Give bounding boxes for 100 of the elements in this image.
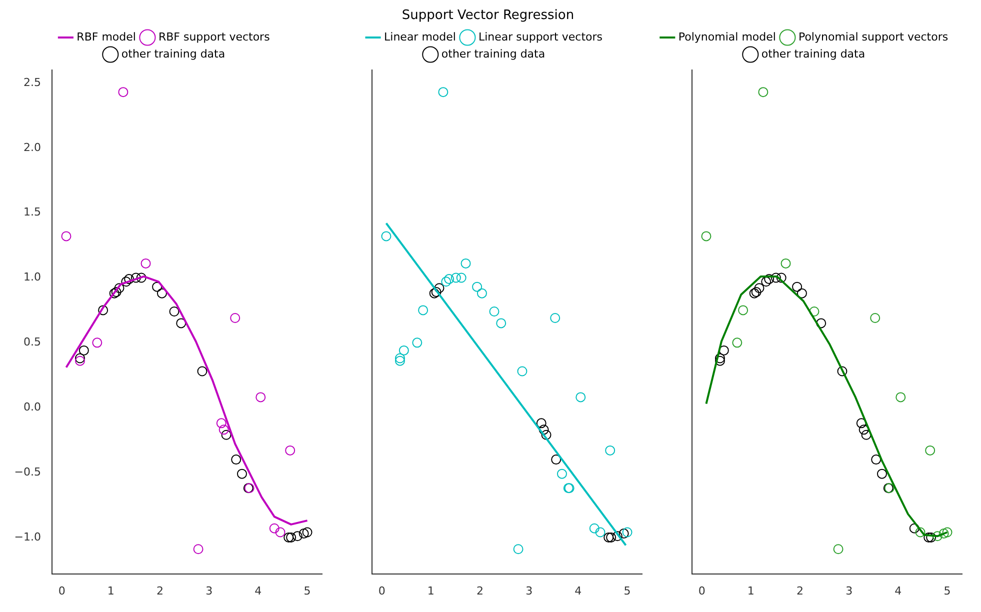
x-tick-label: 1 (427, 584, 434, 598)
point (876, 468, 887, 479)
x-tick-label: 5 (624, 584, 631, 598)
point (236, 468, 247, 479)
legend-label: other training data (441, 47, 546, 60)
point (74, 353, 85, 364)
x-tick-label: 5 (304, 584, 311, 598)
point (74, 356, 85, 366)
point (541, 430, 552, 440)
y-tick-label: 0.5 (24, 336, 41, 349)
point (576, 392, 586, 402)
point (606, 532, 616, 542)
point (589, 523, 600, 534)
point (496, 318, 506, 328)
point (61, 231, 72, 242)
point (114, 283, 124, 294)
point (536, 418, 546, 428)
point (218, 424, 229, 435)
point (924, 532, 934, 542)
point (216, 418, 226, 428)
legend-label: Polynomial support vectors (798, 30, 948, 44)
point (738, 305, 748, 316)
y-tick-label: −0.5 (14, 465, 41, 478)
x-tick-label: 1 (747, 584, 754, 598)
point (538, 424, 549, 435)
point (286, 532, 296, 542)
y-tick-label: −1.0 (14, 530, 41, 544)
x-tick-label: 2 (796, 584, 804, 598)
point (605, 445, 616, 456)
point (517, 366, 528, 376)
point (92, 338, 102, 348)
point (394, 353, 405, 364)
point (792, 282, 802, 292)
point (412, 338, 422, 348)
point (256, 392, 266, 402)
point (896, 392, 906, 402)
point (833, 544, 844, 554)
point (269, 523, 280, 534)
point (595, 527, 606, 538)
y-tick-label: 1.5 (24, 206, 41, 219)
point (450, 272, 461, 283)
point (285, 445, 296, 456)
point (444, 274, 454, 284)
point (441, 276, 452, 287)
point (121, 276, 132, 287)
point (460, 258, 471, 268)
point (612, 531, 622, 542)
point (136, 272, 146, 283)
y-tick-label: 1.0 (24, 270, 41, 284)
chart-title: Support Vector Regression (400, 8, 576, 25)
point (718, 345, 729, 356)
point (714, 353, 725, 364)
point (152, 282, 162, 292)
x-tick-label: 4 (894, 584, 902, 598)
y-tick-label: 2.5 (24, 76, 41, 89)
legend-label: RBF support vectors (158, 30, 270, 44)
point (230, 313, 240, 324)
x-tick-label: 1 (107, 584, 114, 598)
point (98, 305, 108, 316)
point (942, 527, 952, 538)
point (140, 258, 151, 268)
point (394, 356, 405, 366)
point (871, 454, 882, 465)
point (932, 531, 942, 542)
point (925, 445, 936, 456)
point (837, 366, 848, 376)
legend-label: RBF model (76, 30, 136, 44)
point (456, 272, 466, 283)
point (556, 468, 567, 479)
point (472, 282, 482, 292)
point (476, 288, 487, 298)
y-tick-label: 0.0 (24, 400, 41, 414)
point (513, 544, 524, 554)
point (622, 527, 632, 538)
point (714, 356, 725, 366)
point (761, 276, 772, 287)
x-tick-label: 2 (476, 584, 484, 598)
point (489, 306, 500, 317)
legend-label: Polynomial model (678, 30, 776, 44)
point (776, 272, 786, 283)
point (858, 424, 869, 435)
point (938, 528, 949, 539)
legend-label: Linear support vectors (478, 30, 603, 44)
y-tick-label: 2.0 (24, 140, 41, 154)
point (861, 430, 872, 440)
point (284, 532, 294, 542)
point (770, 272, 781, 283)
point (292, 531, 302, 542)
point (754, 283, 764, 294)
point (124, 274, 134, 284)
point (302, 527, 312, 538)
point (438, 87, 448, 98)
point (764, 274, 774, 284)
x-tick-label: 3 (526, 584, 533, 598)
legend-label: other training data (121, 47, 226, 60)
x-tick-label: 0 (698, 584, 706, 598)
point (618, 528, 629, 539)
point (298, 528, 309, 539)
point (193, 544, 204, 554)
point (909, 523, 920, 534)
